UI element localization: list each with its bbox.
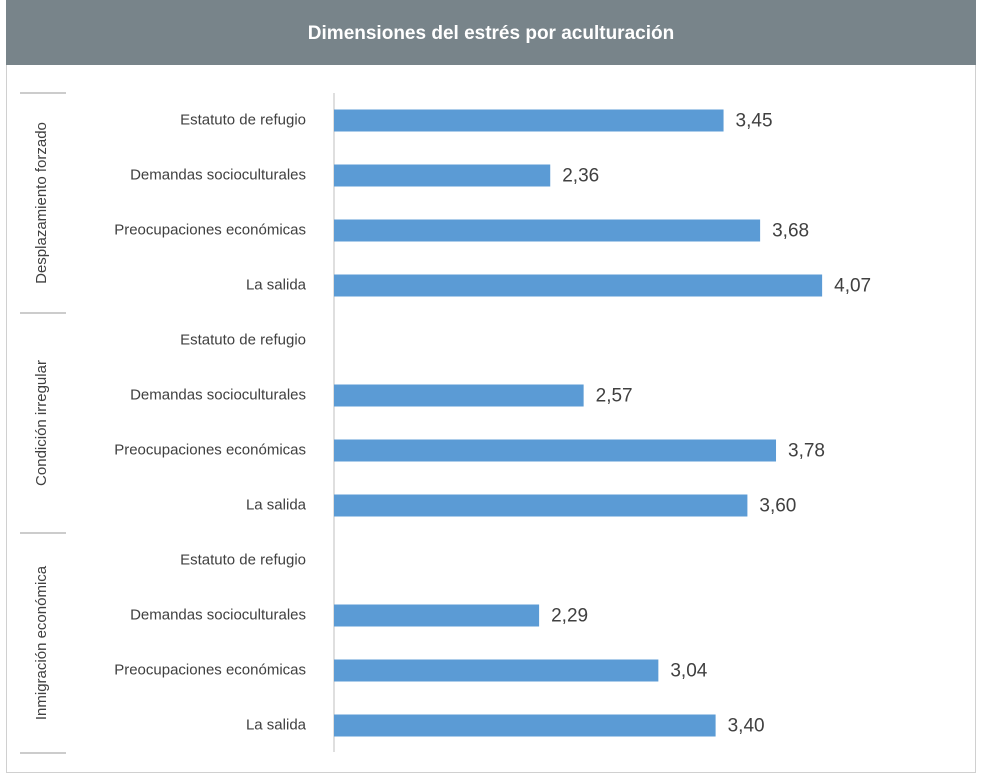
bar — [334, 109, 724, 132]
y-tick-label: Estatuto de refugio — [180, 551, 306, 568]
title-bar — [6, 0, 976, 65]
y-tick-label: Preocupaciones económicas — [114, 661, 306, 678]
value-label: 2,57 — [596, 386, 633, 407]
y-tick-label: Demandas socioculturales — [130, 166, 306, 183]
y-tick-label: Preocupaciones económicas — [114, 441, 306, 458]
y-tick-label: Demandas socioculturales — [130, 386, 306, 403]
y-tick-label: La salida — [246, 496, 307, 513]
value-label: 3,04 — [670, 661, 707, 682]
y-tick-label: Demandas socioculturales — [130, 606, 306, 623]
chart-title: Dimensiones del estrés por aculturación — [308, 23, 674, 44]
group-label: Inmigración económica — [33, 565, 50, 720]
group-label: Condición irregular — [33, 360, 50, 486]
bar — [334, 274, 823, 297]
y-tick-label: La salida — [246, 716, 307, 733]
bar — [334, 714, 716, 737]
value-label: 3,68 — [772, 221, 809, 242]
value-label: 3,60 — [759, 496, 796, 517]
y-tick-label: Estatuto de refugio — [180, 111, 306, 128]
bar — [334, 659, 659, 682]
bar — [334, 219, 761, 242]
value-label: 2,29 — [551, 606, 588, 627]
value-label: 3,45 — [736, 111, 773, 132]
y-tick-label: Preocupaciones económicas — [114, 221, 306, 238]
bar — [334, 439, 777, 462]
group-label: Desplazamiento forzado — [33, 122, 50, 284]
y-tick-label: Estatuto de refugio — [180, 331, 306, 348]
bar — [334, 384, 584, 407]
value-label: 3,40 — [728, 716, 765, 737]
y-tick-label: La salida — [246, 276, 307, 293]
bar — [334, 604, 540, 627]
value-label: 2,36 — [562, 166, 599, 187]
value-label: 4,07 — [834, 276, 871, 297]
bar — [334, 494, 748, 517]
value-label: 3,78 — [788, 441, 825, 462]
bar — [334, 164, 551, 187]
